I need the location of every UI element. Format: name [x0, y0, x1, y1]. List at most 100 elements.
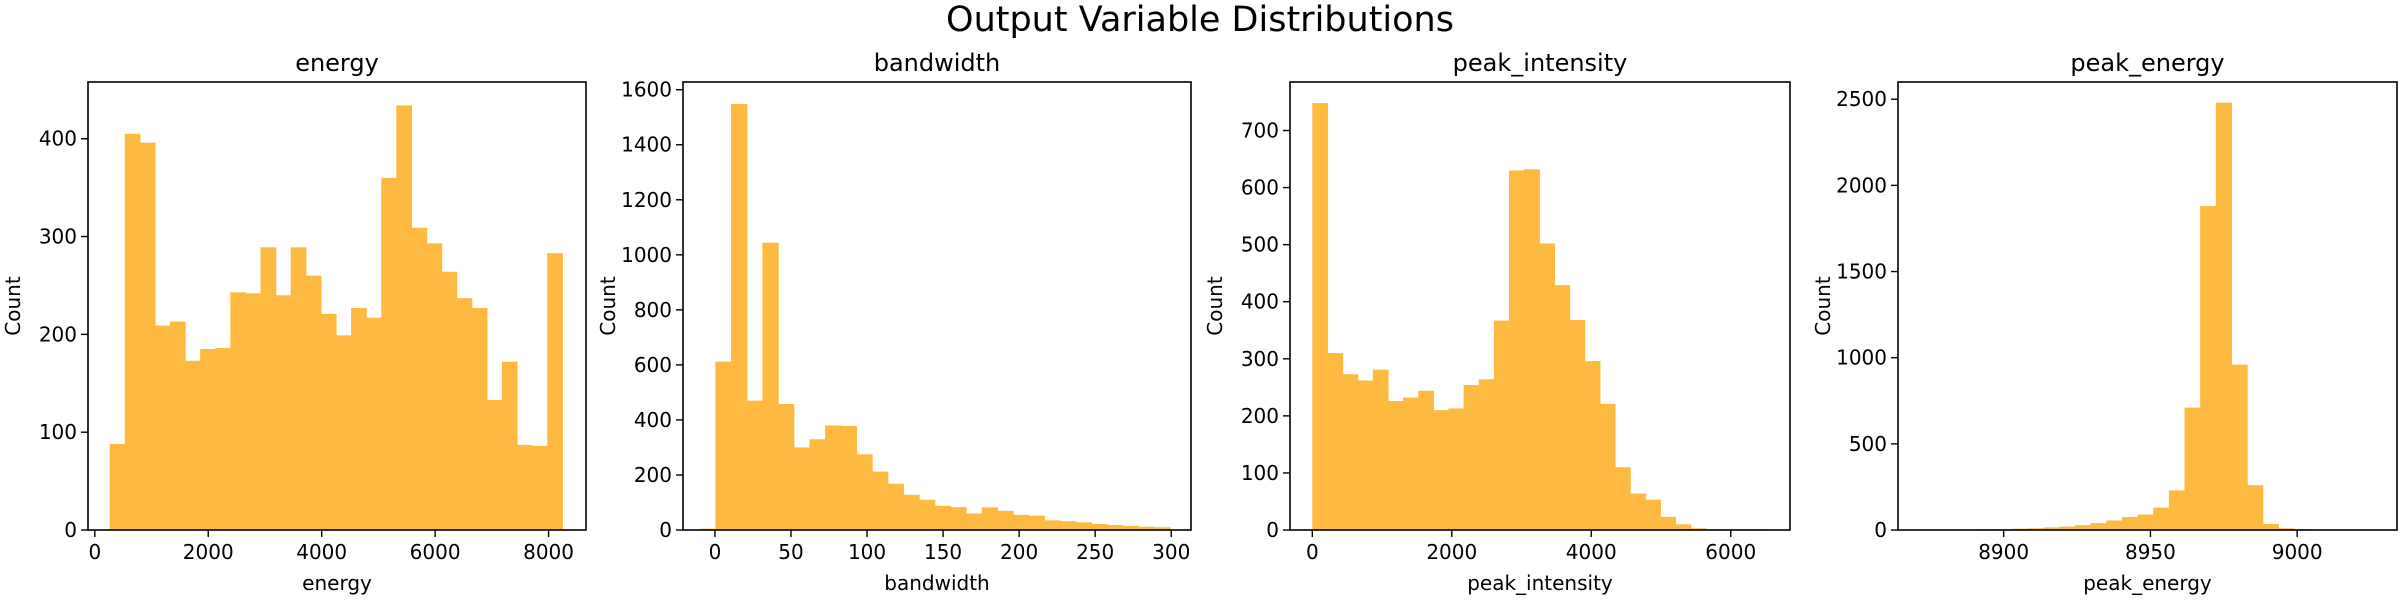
x-tick-label: 250	[1076, 540, 1114, 564]
histogram-bar	[1479, 379, 1495, 530]
x-axis-label: energy	[302, 571, 372, 595]
y-tick-label: 400	[1241, 290, 1279, 314]
histogram-bar	[747, 401, 763, 530]
y-axis-label: Count	[1203, 276, 1227, 336]
y-tick-label: 100	[39, 420, 77, 444]
histogram-bar	[1044, 520, 1060, 530]
x-tick-label: 8900	[1978, 540, 2029, 564]
y-axis-label: Count	[1811, 276, 1835, 336]
histogram-bar	[1373, 370, 1389, 530]
x-axis-label: bandwidth	[884, 571, 989, 595]
histogram-bar	[1464, 385, 1480, 530]
y-tick-label: 0	[64, 518, 77, 542]
histogram-bar	[1554, 285, 1570, 530]
histogram-bar	[841, 426, 857, 530]
histogram-bar	[1343, 374, 1359, 530]
y-tick-label: 400	[39, 127, 77, 151]
histogram-bar	[1660, 517, 1676, 530]
y-tick-label: 500	[1849, 432, 1887, 456]
figure-title: Output Variable Distributions	[946, 0, 1454, 40]
x-tick-label: 6000	[410, 540, 461, 564]
histogram-bar	[966, 513, 982, 530]
histogram-bar	[351, 308, 367, 530]
subplot-title: energy	[295, 49, 379, 77]
histogram-bar	[336, 335, 352, 530]
x-tick-label: 9000	[2272, 540, 2323, 564]
histogram-bar	[1494, 321, 1510, 530]
histogram-bar	[982, 507, 998, 530]
histogram-bar	[1076, 522, 1092, 530]
histogram-bar	[321, 314, 337, 530]
x-tick-label: 200	[1000, 540, 1038, 564]
histogram-bar	[1312, 103, 1328, 530]
x-axis-label: peak_energy	[2083, 571, 2212, 595]
histogram-bar	[215, 348, 231, 530]
histogram-bar	[200, 349, 216, 530]
histogram-bar	[2122, 517, 2138, 530]
y-tick-label: 400	[634, 408, 672, 432]
histogram-bar	[2106, 521, 2122, 530]
x-tick-label: 4000	[296, 540, 347, 564]
x-tick-label: 0	[88, 540, 101, 564]
histogram-bar	[809, 439, 825, 530]
histogram-bar	[1403, 398, 1419, 530]
histogram-bar	[794, 447, 810, 530]
x-tick-label: 6000	[1705, 540, 1756, 564]
y-tick-label: 1400	[621, 133, 672, 157]
x-tick-label: 4000	[1566, 540, 1617, 564]
y-tick-label: 1600	[621, 78, 672, 102]
y-tick-label: 200	[1241, 404, 1279, 428]
histogram-bar	[715, 362, 731, 530]
histogram-bar	[935, 506, 951, 530]
subplot-title: peak_energy	[2070, 49, 2224, 77]
axes-frame	[1898, 82, 2397, 530]
histogram-bar	[547, 253, 563, 530]
histogram-bar	[731, 104, 747, 530]
histogram-bar	[125, 134, 141, 530]
histogram-bar	[155, 326, 171, 530]
histogram-bar	[950, 507, 966, 530]
histogram-bar	[1539, 244, 1555, 530]
histogram-bar	[2247, 485, 2263, 530]
y-tick-label: 800	[634, 298, 672, 322]
y-tick-label: 200	[634, 463, 672, 487]
histogram-bar	[1418, 391, 1434, 530]
histogram-bar	[230, 292, 246, 530]
x-tick-label: 2000	[183, 540, 234, 564]
histogram-bar	[1029, 516, 1045, 530]
x-tick-label: 150	[924, 540, 962, 564]
histogram-bar	[276, 295, 292, 530]
histogram-bar	[472, 308, 488, 530]
histogram-bar	[2200, 206, 2216, 530]
y-tick-label: 300	[1241, 347, 1279, 371]
histogram-bar	[1433, 410, 1449, 530]
histogram-bar	[1449, 408, 1465, 530]
histogram-bar	[997, 511, 1013, 530]
histogram-bar	[1509, 170, 1525, 530]
x-tick-label: 0	[1306, 540, 1319, 564]
y-tick-label: 500	[1241, 233, 1279, 257]
x-tick-label: 300	[1152, 540, 1190, 564]
histogram-bar	[1630, 493, 1646, 530]
x-tick-label: 2000	[1426, 540, 1477, 564]
y-tick-label: 1200	[621, 188, 672, 212]
histogram-bar	[291, 247, 307, 530]
x-tick-label: 0	[709, 540, 722, 564]
histogram-bar	[2263, 524, 2279, 530]
histogram-bar	[1013, 515, 1029, 530]
histogram-bar	[1060, 521, 1076, 530]
x-tick-label: 8950	[2125, 540, 2176, 564]
y-tick-label: 1500	[1836, 260, 1887, 284]
y-tick-label: 0	[1266, 518, 1279, 542]
histogram-bar	[856, 454, 872, 530]
histogram-bar	[110, 444, 126, 530]
y-tick-label: 300	[39, 225, 77, 249]
histogram-bar	[396, 105, 412, 530]
y-tick-label: 2000	[1836, 173, 1887, 197]
y-tick-label: 700	[1241, 119, 1279, 143]
histogram-bar	[778, 404, 794, 530]
